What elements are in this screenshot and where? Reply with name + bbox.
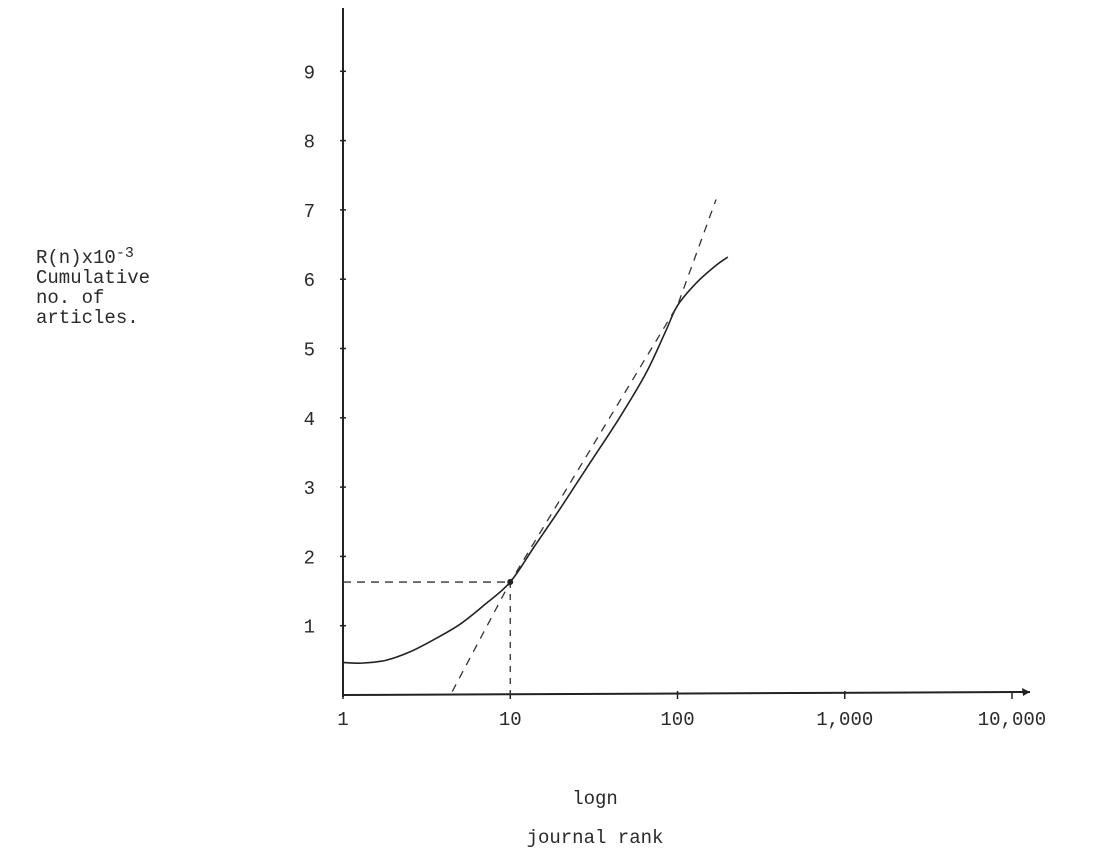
series-curve [342, 256, 729, 664]
y-tick-label-2: 2 [304, 547, 315, 569]
series-extrapolation [451, 199, 717, 692]
y-axis-label-exponent: -3 [115, 245, 134, 262]
y-tick-label-6: 6 [304, 270, 315, 292]
x-tick-label-1: 1 [337, 709, 348, 731]
y-axis-label: R(n)x10-3 Cumulative no. of articles. [36, 245, 151, 329]
axes [342, 8, 1031, 697]
y-tick-label-5: 5 [304, 340, 315, 362]
y-tick-label-1: 1 [304, 617, 315, 639]
x-tick-label-100: 100 [660, 709, 694, 731]
y-axis-label-line-3: no. of [36, 287, 105, 309]
y-tick-label-7: 7 [304, 201, 315, 223]
y-tick-label-4: 4 [304, 409, 315, 431]
y-tick-label-3: 3 [304, 478, 315, 500]
x-axis-line [342, 691, 1031, 696]
reference-point [507, 579, 514, 586]
ticks: 1 2 3 4 5 6 7 8 9 1 10 100 1,000 10,000 [304, 62, 1047, 731]
x-axis-sublabel: journal rank [526, 827, 664, 849]
x-tick-label-10: 10 [499, 709, 522, 731]
y-axis-label-line-1: R(n)x10-3 [36, 245, 150, 269]
y-tick-label-8: 8 [304, 132, 315, 154]
reference-lines [343, 579, 514, 695]
x-tick-label-1,000: 1,000 [816, 709, 873, 731]
y-axis-label-line-4: articles. [36, 307, 139, 329]
x-axis-arrowhead [1022, 688, 1030, 696]
y-axis-label-line-2: Cumulative [36, 267, 151, 289]
x-tick-label-10,000: 10,000 [978, 709, 1046, 731]
x-axis-label: logn [572, 788, 618, 810]
series [342, 199, 729, 692]
y-axis-label-prefix: R(n)x10 [36, 247, 116, 269]
y-tick-label-9: 9 [304, 62, 315, 84]
